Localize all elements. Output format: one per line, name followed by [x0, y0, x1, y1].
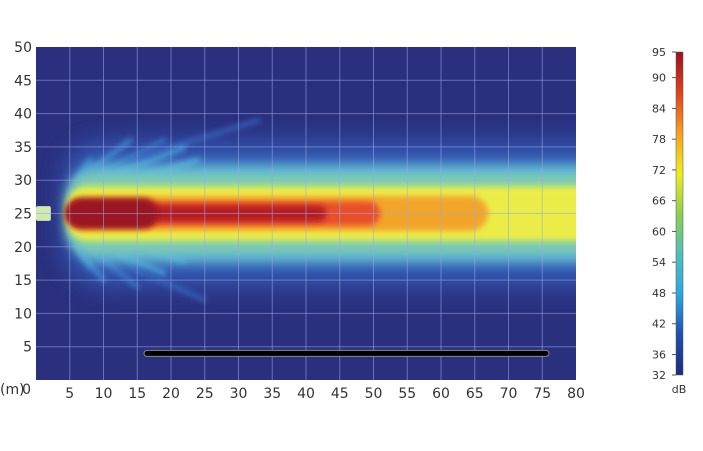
- colorbar-tick-label: 90: [652, 72, 666, 85]
- colorbar-tick-label: 36: [652, 348, 666, 361]
- x-tick-label: 15: [128, 386, 146, 402]
- x-tick-label: 25: [196, 386, 214, 402]
- x-tick-label: 35: [263, 386, 281, 402]
- colorbar-tick-label: 78: [652, 133, 666, 146]
- x-tick-label: 0: [22, 382, 31, 398]
- colorbar-tick-label: 84: [652, 102, 666, 115]
- y-tick-label: 5: [23, 340, 32, 356]
- x-tick-label: 70: [500, 386, 518, 402]
- x-tick-label: 40: [297, 386, 315, 402]
- x-axis: 0 5 10 15 20 25 30 35 40 45 50 55 60 65 70 75 80: [22, 382, 585, 402]
- y-tick-label: 35: [14, 140, 32, 156]
- beam-streak: [128, 264, 207, 303]
- x-tick-label: 55: [398, 386, 416, 402]
- y-tick-label: 40: [14, 107, 32, 123]
- y-tick-label: 30: [14, 173, 32, 189]
- y-tick-label: 50: [14, 40, 32, 56]
- x-tick-label: 50: [365, 386, 383, 402]
- x-tick-label: 30: [230, 386, 248, 402]
- colorbar-gradient: [675, 51, 684, 376]
- colorbar-tick-label: 32: [652, 369, 666, 382]
- grid-lines: [36, 47, 576, 380]
- y-tick-label: 10: [14, 306, 32, 322]
- plot-area: [36, 47, 576, 380]
- x-tick-label: 60: [432, 386, 450, 402]
- x-tick-label: 45: [331, 386, 349, 402]
- y-tick-label: 45: [14, 73, 32, 89]
- x-tick-label: 20: [162, 386, 180, 402]
- colorbar-tick-label: 66: [652, 195, 666, 208]
- x-unit-label: (m): [0, 382, 25, 398]
- colorbar-tick-label: 60: [652, 225, 666, 238]
- beam-streak: [128, 118, 261, 163]
- colorbar-unit: dB: [672, 383, 687, 396]
- colorbar-tick-label: 95: [652, 46, 666, 59]
- y-tick-label: 15: [14, 273, 32, 289]
- black-bar: [143, 349, 550, 357]
- x-tick-label: 10: [95, 386, 113, 402]
- y-tick-label: 20: [14, 240, 32, 256]
- y-tick-label: 25: [14, 207, 32, 223]
- x-tick-label: 75: [533, 386, 551, 402]
- colorbar-tick-label: 72: [652, 164, 666, 177]
- colorbar-tick-label: 42: [652, 318, 666, 331]
- colorbar-tick-label: 54: [652, 256, 666, 269]
- x-tick-label: 5: [65, 386, 74, 402]
- colorbar: 95 90 84 78 72 66 60 54 48 42 36 32 dB: [652, 46, 686, 396]
- y-axis: 5 10 15 20 25 30 35 40 45 50: [14, 40, 32, 356]
- x-tick-label: 80: [567, 386, 585, 402]
- x-tick-label: 65: [466, 386, 484, 402]
- colorbar-tick-label: 48: [652, 287, 666, 300]
